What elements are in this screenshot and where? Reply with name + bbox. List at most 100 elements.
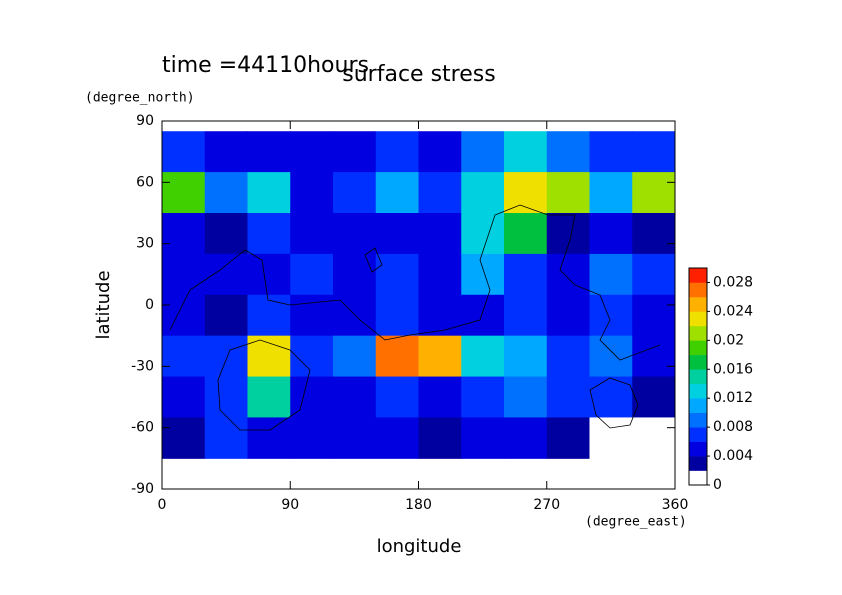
- cell: [418, 294, 462, 337]
- cell: [418, 213, 462, 255]
- cell: [333, 253, 377, 296]
- cell: [461, 376, 505, 418]
- cell: [162, 376, 206, 418]
- coastline: [169, 204, 661, 431]
- cell: [247, 172, 291, 214]
- cell: [162, 131, 206, 173]
- cell: [375, 376, 419, 418]
- cell: [204, 335, 248, 378]
- cell: [162, 294, 206, 337]
- cell: [461, 417, 505, 459]
- cell: [504, 253, 548, 296]
- colorbar-swatch: [689, 456, 707, 471]
- cell: [589, 417, 633, 459]
- cell: [290, 172, 334, 214]
- cell: [589, 213, 633, 255]
- x-axis-label: longitude: [377, 536, 462, 557]
- time-label: time =44110hours: [162, 53, 369, 78]
- cell: [461, 213, 505, 255]
- cell: [546, 335, 590, 378]
- cell: [247, 376, 291, 418]
- cell: [333, 131, 377, 173]
- x-tick-label: 0: [158, 497, 167, 513]
- cell: [546, 131, 590, 173]
- cell: [290, 213, 334, 255]
- y-tick-label: -30: [131, 358, 154, 374]
- cell: [632, 213, 676, 255]
- cell: [589, 294, 633, 337]
- cell: [333, 417, 377, 459]
- cell: [162, 172, 206, 214]
- colorbar-swatch: [689, 311, 707, 327]
- y-tick-label: 90: [136, 113, 154, 129]
- cell: [589, 253, 633, 296]
- cell: [247, 253, 291, 296]
- cell: [546, 172, 590, 214]
- x-tick-label: 360: [662, 497, 689, 513]
- chart-title: surface stress: [342, 62, 495, 87]
- y-tick-label: 60: [136, 174, 154, 190]
- colorbar-swatch: [689, 369, 707, 385]
- colorbar-swatch: [689, 296, 707, 312]
- colorbar-swatch: [689, 282, 707, 298]
- cell: [632, 172, 676, 214]
- cell: [162, 335, 206, 378]
- cell: [162, 253, 206, 296]
- colorbar-swatch: [689, 325, 707, 341]
- colorbar-frame: [688, 267, 708, 486]
- cell: [461, 294, 505, 337]
- colorbar-tick-label: 0.028: [713, 274, 753, 290]
- cell: [204, 253, 248, 296]
- colorbar-swatch: [689, 441, 707, 457]
- y-tick-label: -60: [131, 420, 154, 436]
- colorbar-swatch: [689, 427, 707, 442]
- colorbar-tick-label: 0.012: [713, 390, 753, 406]
- cell: [204, 131, 248, 173]
- colorbar-swatch: [689, 470, 707, 486]
- cell: [204, 294, 248, 337]
- cell: [204, 417, 248, 459]
- cell: [632, 253, 676, 296]
- cell: [247, 335, 291, 378]
- cell: [204, 376, 248, 418]
- y-tick-label: -90: [131, 481, 154, 497]
- cell: [546, 417, 590, 459]
- cell: [290, 131, 334, 173]
- cell: [290, 417, 334, 459]
- cell: [162, 213, 206, 255]
- cell: [375, 253, 419, 296]
- cell: [247, 213, 291, 255]
- cell: [247, 294, 291, 337]
- cell: [504, 213, 548, 255]
- cell: [504, 294, 548, 337]
- colorbar-swatch: [689, 398, 707, 413]
- y-axis-label: latitude: [93, 270, 114, 339]
- colorbar-swatch: [689, 340, 707, 356]
- colorbar-tick-label: 0.008: [713, 419, 753, 435]
- cell: [589, 131, 633, 173]
- y-unit: (degree_north): [85, 91, 195, 106]
- cell: [632, 376, 676, 418]
- cell: [632, 131, 676, 173]
- cell: [418, 376, 462, 418]
- cell: [375, 131, 419, 173]
- colorbar-tick-label: 0: [713, 477, 722, 493]
- cell: [546, 253, 590, 296]
- cell: [632, 294, 676, 337]
- cell: [461, 172, 505, 214]
- cell: [375, 172, 419, 214]
- colorbar-swatch: [689, 412, 707, 428]
- cell: [504, 131, 548, 173]
- cell: [504, 335, 548, 378]
- cell: [504, 417, 548, 459]
- colorbar-swatch: [689, 268, 707, 283]
- colorbar-tick-label: 0.024: [713, 303, 753, 319]
- x-tick-label: 270: [533, 497, 560, 513]
- cell: [290, 253, 334, 296]
- cell: [418, 417, 462, 459]
- colorbar-tick-label: 0.016: [713, 361, 753, 377]
- cell: [418, 131, 462, 173]
- cell: [461, 253, 505, 296]
- x-tick-label: 180: [405, 497, 432, 513]
